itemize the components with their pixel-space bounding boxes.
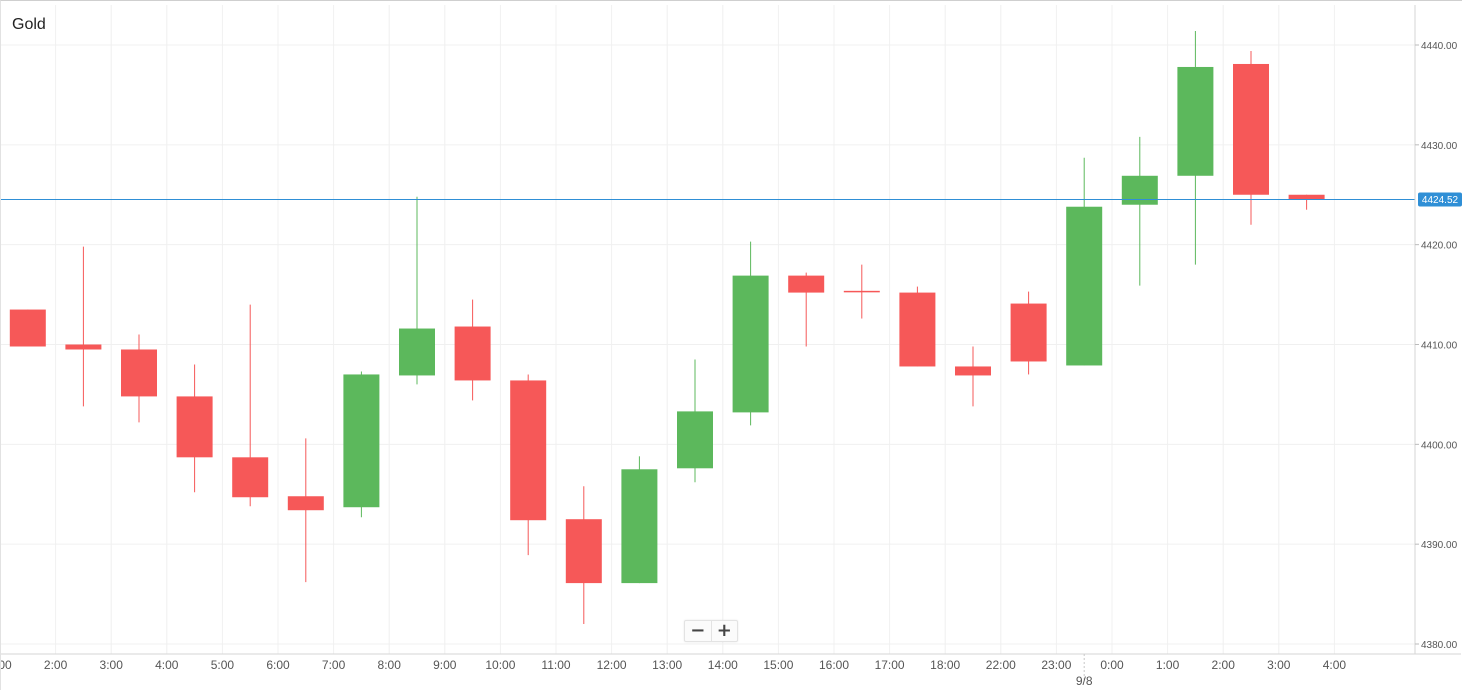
candle-body [1233,63,1269,195]
candle-body [1288,194,1325,200]
candle-body [287,496,324,511]
x-tick-label: 7:00 [322,658,346,672]
candle[interactable] [788,272,825,347]
candle[interactable] [1177,31,1214,265]
y-tick-label: 4400.00 [1421,440,1458,451]
candle[interactable] [232,304,269,507]
x-tick-label: 1:00 [1156,658,1180,672]
x-tick-label: 15:00 [763,658,793,672]
x-tick-label: 9:00 [433,658,457,672]
candle[interactable] [955,346,991,407]
x-tick-label: 5:00 [211,658,235,672]
x-tick-label: 14:00 [708,658,738,672]
x-tick-label: 8:00 [378,658,402,672]
candle-body [677,411,713,469]
candle-body [1177,66,1214,176]
x-tick-label: 12:00 [597,658,627,672]
candle[interactable] [621,456,658,584]
zoom-controls: − + [684,620,738,642]
candle[interactable] [1010,291,1047,375]
candle-body [843,290,880,293]
x-tick-label: 3:00 [100,658,124,672]
x-tick-label: 11:00 [541,658,570,672]
candle-body [510,380,547,521]
candle[interactable] [677,359,713,483]
y-tick-label: 4430.00 [1421,141,1458,152]
candle-body [788,275,825,293]
x-tick-label: 18:00 [930,658,960,672]
candle-body [121,349,157,397]
candle-body [1066,206,1103,366]
candle[interactable] [454,299,491,401]
y-tick-label: 4420.00 [1421,241,1458,252]
candle-body [9,309,46,347]
x-tick-label: 0:00 [1100,658,1124,672]
candle[interactable] [732,241,769,426]
candle-body [955,366,991,376]
candle-body [343,374,380,508]
candle-body [899,292,936,367]
candle[interactable] [1121,136,1158,286]
x-tick-label: 2:00 [44,658,68,672]
y-tick-label: 4390.00 [1421,540,1458,551]
x-tick-label: 3:00 [1267,658,1291,672]
axes: 4380.00 4390.00 4400.00 4410.00 4420.00 4430.… [1,5,1461,688]
candle-body [621,469,658,584]
y-tick-label: 4410.00 [1421,341,1458,352]
y-tick-label: 4440.00 [1421,41,1458,52]
current-price-tag [1418,192,1462,207]
x-tick-label: 6:00 [266,658,290,672]
x-tick-label: 1:00 [1,658,12,672]
candle[interactable] [399,196,435,385]
x-tick-label: 16:00 [819,658,849,672]
candle[interactable] [287,438,324,583]
candle[interactable] [343,371,380,518]
candle-body [732,275,769,413]
current-price-label: 4424.52 [1422,195,1459,206]
candle-body [1121,175,1158,205]
x-tick-label: 17:00 [875,658,905,672]
overlays: 4424.52 [1,192,1462,207]
candle[interactable] [1288,194,1325,210]
grid [1,5,1415,654]
x-tick-label: 2:00 [1212,658,1236,672]
candle[interactable] [510,374,547,556]
candle-body [1010,303,1047,362]
candle[interactable] [121,334,157,423]
y-tick-label: 4380.00 [1421,640,1458,651]
candle-body [232,457,269,498]
zoom-in-button[interactable]: + [710,621,738,641]
candle[interactable] [176,364,213,493]
date-label: 9/8 [1076,674,1093,688]
candle[interactable] [1233,50,1269,225]
chart-title: Gold [12,16,46,33]
candle-body [65,344,102,350]
candle[interactable] [1066,157,1103,366]
candle-body [454,326,491,381]
candle[interactable] [65,246,102,407]
candle-body [565,519,602,584]
candle[interactable] [565,486,602,625]
x-tick-label: 10:00 [485,658,515,672]
x-tick-label: 22:00 [986,658,1016,672]
candle-body [399,328,435,376]
x-tick-label: 23:00 [1041,658,1071,672]
x-tick-label: 4:00 [1323,658,1347,672]
candle[interactable] [899,286,936,367]
candle[interactable] [843,264,880,319]
x-tick-label: 13:00 [652,658,682,672]
zoom-out-button[interactable]: − [690,620,706,641]
candle-body [176,396,213,458]
x-tick-label: 4:00 [155,658,179,672]
candle[interactable] [9,309,46,347]
